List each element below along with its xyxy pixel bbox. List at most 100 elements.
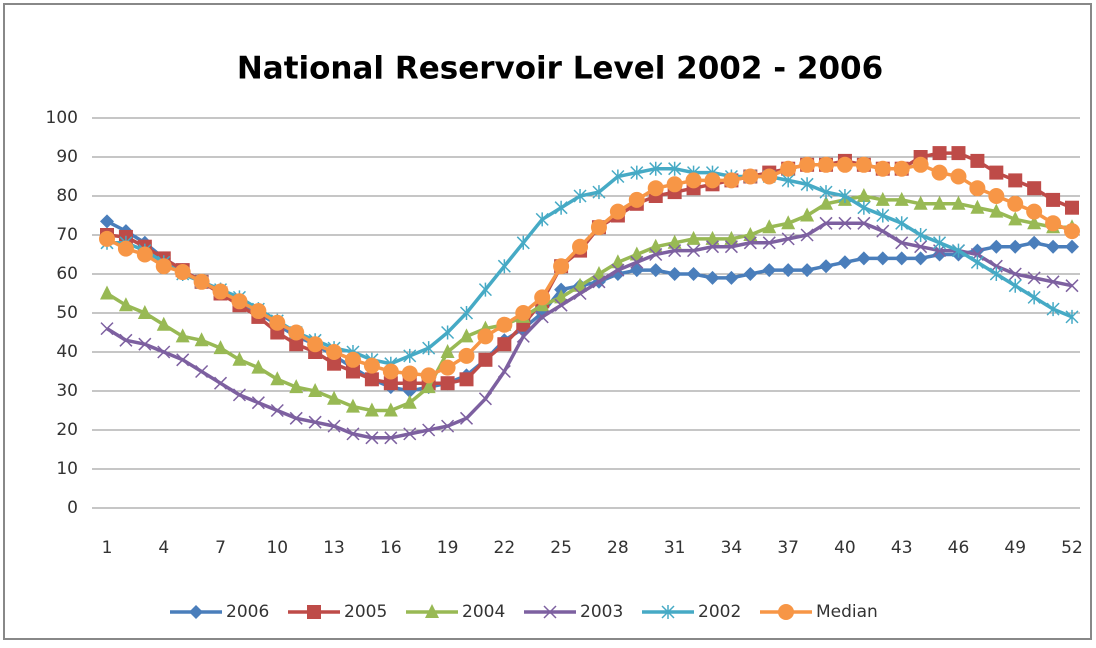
square-marker bbox=[459, 372, 474, 387]
circle-marker bbox=[439, 359, 456, 376]
square-marker bbox=[327, 356, 342, 371]
diamond-marker bbox=[837, 255, 852, 270]
circle-marker bbox=[344, 351, 361, 368]
x-tick-label: 19 bbox=[437, 538, 459, 558]
circle-marker bbox=[534, 289, 551, 306]
x-tick-label: 31 bbox=[664, 538, 686, 558]
triangle-marker bbox=[573, 277, 588, 292]
x-marker bbox=[762, 236, 776, 250]
star-marker bbox=[800, 177, 814, 192]
x-tick-label: 40 bbox=[834, 538, 856, 558]
circle-marker bbox=[761, 168, 778, 185]
circle-marker bbox=[231, 293, 248, 310]
series-line bbox=[106, 221, 1073, 440]
x-marker bbox=[1065, 279, 1079, 293]
square-marker bbox=[383, 376, 398, 391]
x-marker bbox=[819, 216, 833, 230]
x-marker bbox=[478, 392, 492, 406]
x-marker bbox=[687, 244, 701, 258]
star-marker bbox=[535, 212, 549, 227]
star-marker bbox=[422, 341, 436, 356]
triangle-marker bbox=[762, 219, 777, 234]
diamond-marker bbox=[781, 263, 796, 278]
triangle-marker bbox=[932, 195, 947, 210]
circle-marker bbox=[912, 156, 929, 173]
x-marker bbox=[724, 240, 738, 254]
star-marker bbox=[661, 605, 675, 619]
triangle-marker bbox=[1008, 211, 1023, 226]
triangle-marker bbox=[856, 188, 871, 202]
x-marker bbox=[543, 605, 557, 619]
x-tick-label: 37 bbox=[777, 538, 799, 558]
y-tick-label: 10 bbox=[56, 459, 78, 479]
series bbox=[100, 216, 1079, 445]
circle-marker bbox=[136, 246, 153, 263]
circle-marker bbox=[458, 347, 475, 364]
x-marker bbox=[289, 411, 303, 425]
circle-marker bbox=[818, 156, 835, 173]
star-marker bbox=[819, 185, 833, 200]
triangle-marker bbox=[781, 215, 796, 230]
legend-label: 2006 bbox=[226, 602, 269, 622]
star-marker bbox=[914, 228, 928, 242]
triangle-marker bbox=[137, 305, 152, 319]
x-marker bbox=[441, 419, 455, 433]
star-marker bbox=[441, 325, 455, 340]
diamond-marker bbox=[724, 270, 739, 285]
x-marker bbox=[668, 244, 682, 258]
star-marker bbox=[668, 161, 682, 176]
x-marker bbox=[459, 411, 474, 425]
x-marker bbox=[195, 364, 209, 379]
triangle-marker bbox=[327, 390, 342, 405]
x-marker bbox=[649, 247, 663, 262]
x-marker bbox=[705, 240, 720, 254]
circle-marker bbox=[250, 303, 267, 320]
circle-marker bbox=[553, 258, 570, 275]
x-tick-label: 34 bbox=[721, 538, 743, 558]
triangle-marker bbox=[175, 328, 190, 343]
square-marker bbox=[289, 337, 304, 352]
triangle-marker bbox=[989, 203, 1004, 218]
x-marker bbox=[516, 329, 530, 343]
x-marker bbox=[384, 431, 398, 445]
x-marker bbox=[497, 364, 511, 379]
triangle-marker bbox=[629, 246, 644, 261]
x-marker bbox=[157, 345, 171, 359]
x-tick-label: 13 bbox=[323, 538, 345, 558]
star-marker bbox=[1027, 290, 1041, 305]
triangle-marker bbox=[459, 328, 474, 343]
x-marker bbox=[1046, 275, 1060, 289]
star-marker bbox=[970, 255, 984, 270]
star-marker bbox=[497, 259, 511, 274]
star-marker bbox=[876, 208, 890, 223]
x-tick-label: 4 bbox=[158, 538, 169, 558]
circle-marker bbox=[496, 316, 513, 333]
triangle-marker bbox=[1027, 215, 1042, 230]
circle-marker bbox=[836, 156, 853, 173]
x-marker bbox=[1027, 271, 1041, 285]
circle-marker bbox=[99, 230, 115, 247]
diamond-marker bbox=[894, 251, 909, 266]
square-marker bbox=[478, 352, 493, 367]
diamond-marker bbox=[1065, 239, 1079, 254]
x-marker bbox=[857, 216, 871, 230]
x-marker bbox=[422, 423, 436, 437]
x-marker bbox=[838, 216, 852, 230]
circle-marker bbox=[269, 314, 286, 331]
circle-marker bbox=[288, 324, 305, 341]
triangle-marker bbox=[251, 359, 266, 374]
triangle-marker bbox=[894, 191, 909, 206]
circle-marker bbox=[685, 172, 702, 189]
triangle-marker bbox=[554, 289, 569, 304]
triangle-marker bbox=[648, 238, 663, 253]
circle-marker bbox=[1026, 203, 1043, 220]
circle-marker bbox=[363, 357, 380, 374]
triangle-marker bbox=[118, 297, 133, 312]
square-marker bbox=[497, 337, 512, 352]
diamond-marker bbox=[875, 251, 890, 266]
y-tick-label: 90 bbox=[56, 147, 78, 167]
x-tick-label: 49 bbox=[1004, 538, 1026, 558]
x-tick-label: 46 bbox=[948, 538, 970, 558]
circle-marker bbox=[988, 188, 1005, 204]
circle-marker bbox=[950, 168, 967, 185]
